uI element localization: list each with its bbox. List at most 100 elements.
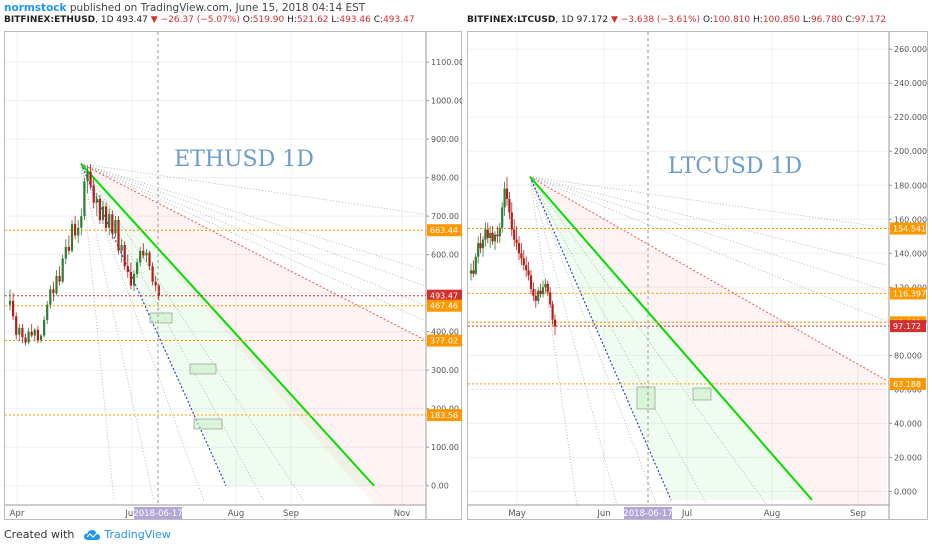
candle-body <box>505 188 509 199</box>
x-tick-label: Jun <box>596 509 610 519</box>
level-price-label: 97.172 <box>893 322 921 331</box>
target-box <box>636 386 656 410</box>
fan-line <box>529 176 888 266</box>
fan-line <box>529 176 888 229</box>
fan-red-zone <box>530 176 887 505</box>
candle-body <box>64 246 67 259</box>
low-value: 493.46 <box>339 15 371 25</box>
candle-body <box>539 290 542 295</box>
level-price-tag <box>890 377 926 390</box>
ltcusd-legend: BITFINEX:LTCUSD, 1D 97.172 ▼ −3.638 (−3.… <box>467 15 887 25</box>
candle-body <box>80 216 83 228</box>
y-tick-label: 160.000 <box>894 215 927 224</box>
candle-body <box>92 185 95 203</box>
fan-line <box>529 176 618 506</box>
level-price-label: 467.46 <box>430 302 458 311</box>
fan-line <box>80 163 425 306</box>
target-box <box>193 418 223 430</box>
candle-body <box>546 283 549 293</box>
x-tick-label: Sep <box>850 509 866 519</box>
candle-body <box>77 227 80 236</box>
level-price-label: 154.541 <box>893 225 926 234</box>
level-price-tag <box>427 224 462 237</box>
ethusd-chart-panel[interactable]: BITFINEX:ETHUSD, 1D 493.47 ▼ −26.37 (−5.… <box>4 15 462 521</box>
target-box <box>692 387 712 401</box>
y-tick-label: 0.00 <box>431 482 449 491</box>
candle-body <box>86 171 89 182</box>
candle-body <box>132 273 136 286</box>
level-price-tag <box>890 287 926 300</box>
candle-body <box>515 239 518 244</box>
level-price-tag <box>427 289 462 302</box>
fan-line <box>80 163 115 502</box>
y-tick-label: 100.00 <box>431 443 459 452</box>
candle-body <box>549 292 552 305</box>
ltcusd-chart-panel[interactable]: BITFINEX:LTCUSD, 1D 97.172 ▼ −3.638 (−3.… <box>467 15 928 521</box>
y-tick-label: 900.00 <box>431 135 459 144</box>
fan-green-line <box>529 176 813 501</box>
candle-body <box>61 258 64 282</box>
fan-line <box>529 176 708 506</box>
fan-line <box>529 176 888 322</box>
symbol-label: BITFINEX:LTCUSD <box>467 15 556 25</box>
close-value: 97.172 <box>854 15 887 25</box>
level-price-label: 183.56 <box>430 411 458 420</box>
candle-body <box>544 283 547 288</box>
interval-label: 1D <box>561 15 574 25</box>
candle-body <box>74 223 77 236</box>
candle-body <box>49 289 52 305</box>
candle-body <box>151 266 154 282</box>
fan-line <box>80 163 155 502</box>
candle-body <box>70 223 74 251</box>
created-with-label: Created with <box>4 528 75 541</box>
candle-body <box>46 304 49 321</box>
candle-body <box>67 246 70 251</box>
candle-body <box>527 270 530 276</box>
chart-frame <box>4 31 462 520</box>
y-tick-label: 220.000 <box>894 113 927 122</box>
y-tick-label: 20.000 <box>894 453 922 462</box>
price-change: ▼ −3.638 (−3.61%) <box>610 15 701 25</box>
candle-body <box>139 250 142 263</box>
candle-body <box>474 256 477 274</box>
candle-body <box>479 243 482 249</box>
candle-body <box>43 320 46 336</box>
candle-body <box>481 239 485 249</box>
level-price-tag <box>890 222 926 235</box>
candle-body <box>8 300 12 305</box>
candle-body <box>491 232 494 242</box>
candle-body <box>537 290 540 301</box>
candle-body <box>111 214 114 234</box>
y-tick-label: 800.00 <box>431 174 459 183</box>
ltcusd-chart-svg[interactable]: 260.000 240.000 220.000 200.000 180.000 160.0… <box>467 31 928 521</box>
y-tick-label: 180.000 <box>894 181 927 190</box>
publisher-username[interactable]: normstock <box>4 2 67 14</box>
level-price-tag <box>427 299 462 312</box>
level-price-tag <box>427 409 462 422</box>
candle-body <box>101 206 105 221</box>
y-tick-label: 400.00 <box>431 328 459 337</box>
y-tick-label: 140.000 <box>894 249 927 258</box>
fan-line <box>80 163 425 286</box>
open-value: 100.810 <box>712 15 751 25</box>
candle-body <box>501 207 504 228</box>
candle-body <box>498 227 501 237</box>
low-value: 96.780 <box>810 15 843 25</box>
candle-body <box>105 206 108 228</box>
fan-red-zone <box>81 163 424 506</box>
tradingview-brand[interactable]: TradingView <box>104 528 171 541</box>
y-tick-label: 80.000 <box>894 351 922 360</box>
fan-red-line <box>529 176 888 382</box>
fan-line <box>529 176 888 292</box>
high-value: 100.850 <box>762 15 801 25</box>
candle-body <box>489 232 492 238</box>
y-tick-label: 1100.00 <box>431 58 462 67</box>
interval-label: 1D <box>100 15 114 25</box>
fan-red-line <box>80 163 425 340</box>
cursor-date-tag <box>134 507 182 519</box>
symbol-label: BITFINEX:ETHUSD <box>4 15 96 25</box>
candle-body <box>12 300 15 317</box>
cursor-date-label: 2018-06-17 <box>623 509 672 519</box>
candle-body <box>55 275 58 294</box>
ethusd-chart-svg[interactable]: 1100.001000.00900.00800.00700.00600.0050… <box>4 31 462 521</box>
